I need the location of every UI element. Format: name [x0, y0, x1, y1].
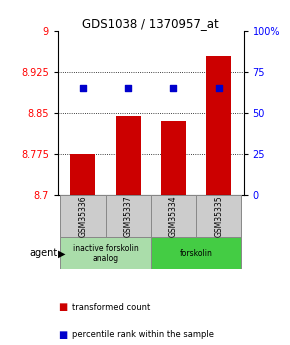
Point — [171, 86, 176, 91]
Text: forskolin: forskolin — [180, 249, 213, 258]
Text: inactive forskolin
analog: inactive forskolin analog — [73, 244, 138, 263]
Text: GSM35335: GSM35335 — [214, 195, 223, 237]
Text: GSM35336: GSM35336 — [78, 195, 87, 237]
Bar — [151, 237, 241, 269]
Text: ▶: ▶ — [58, 248, 66, 258]
Text: transformed count: transformed count — [72, 303, 151, 312]
Text: ■: ■ — [58, 302, 67, 312]
Text: GSM35337: GSM35337 — [124, 195, 133, 237]
Text: percentile rank within the sample: percentile rank within the sample — [72, 330, 215, 339]
Text: agent: agent — [29, 248, 57, 258]
Text: ■: ■ — [58, 330, 67, 339]
Bar — [106, 195, 151, 237]
Title: GDS1038 / 1370957_at: GDS1038 / 1370957_at — [82, 17, 219, 30]
Bar — [60, 195, 106, 237]
Bar — [196, 195, 241, 237]
Point — [81, 86, 85, 91]
Bar — [70, 154, 95, 195]
Bar — [60, 237, 151, 269]
Bar — [116, 116, 141, 195]
Point — [216, 86, 221, 91]
Bar — [161, 121, 186, 195]
Bar — [151, 195, 196, 237]
Bar — [206, 56, 231, 195]
Text: GSM35334: GSM35334 — [169, 195, 178, 237]
Point — [126, 86, 130, 91]
